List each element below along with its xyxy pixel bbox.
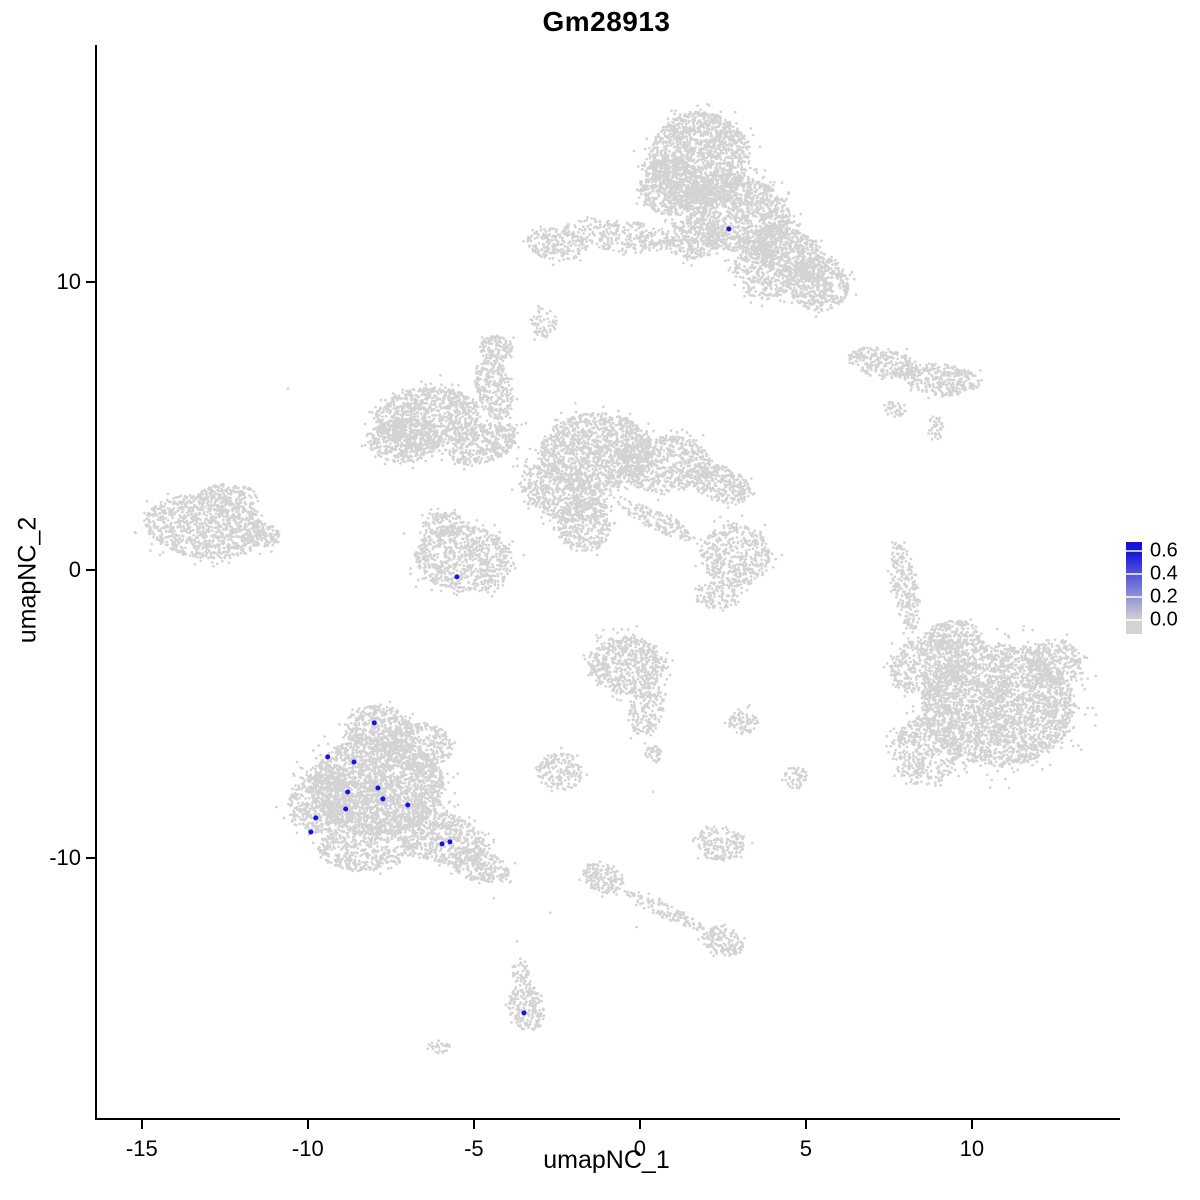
x-axis-tick-label: -15 [125,1136,158,1161]
scatter-canvas [97,45,1120,1118]
x-axis-tick-label: 5 [799,1136,813,1161]
x-axis-tick-label: 0 [633,1136,646,1161]
colorbar-tick [1126,550,1142,552]
plot-area: -15 -10 -5 0 5 10 10 0 -10 [49,45,1120,1161]
x-axis-tick [140,1120,143,1129]
y-axis-tick [86,856,95,859]
y-axis-tick [86,568,95,571]
x-axis-tick-label: -5 [464,1136,484,1161]
y-axis-tick-label: 0 [68,556,81,582]
colorbar-label: 0.6 [1150,539,1178,562]
x-axis-title: umapNC_1 [543,1146,670,1174]
colorbar-tick [1126,573,1142,575]
colorbar-label: 0.2 [1150,585,1178,608]
colorbar-label: 0.4 [1150,562,1178,585]
colorbar-legend: 0.6 0.4 0.2 0.0 [1126,539,1198,642]
colorbar-tick [1126,619,1142,621]
x-axis-tick [638,1120,641,1129]
colorbar-gradient [1126,542,1142,634]
x-axis-tick [472,1120,475,1129]
x-axis-tick [804,1120,807,1129]
plot-title: Gm28913 [542,6,671,37]
colorbar-label: 0.0 [1150,608,1178,631]
y-axis-tick-label: 10 [56,269,81,294]
x-axis-tick-label: -10 [291,1136,324,1161]
x-axis-tick [306,1120,309,1129]
y-axis-tick [86,281,95,283]
y-axis-tick-label: -10 [49,844,81,870]
x-axis-tick-label: 10 [959,1136,985,1161]
x-axis-tick [970,1120,973,1129]
colorbar-tick [1126,596,1142,598]
